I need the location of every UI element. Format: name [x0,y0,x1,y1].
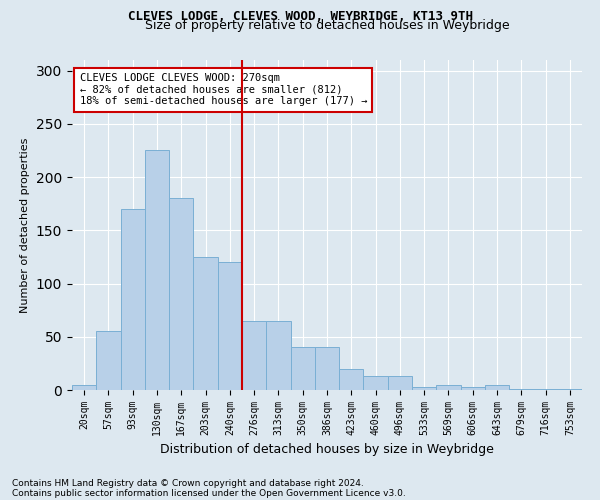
Bar [436,384,461,390]
Bar [461,387,485,390]
Bar [558,389,582,390]
Bar [339,368,364,390]
Bar [412,387,436,390]
Y-axis label: Number of detached properties: Number of detached properties [20,138,31,312]
Bar [145,150,169,390]
Title: Size of property relative to detached houses in Weybridge: Size of property relative to detached ho… [145,20,509,32]
Bar [315,348,339,390]
Bar [364,376,388,390]
Bar [388,376,412,390]
Bar [266,321,290,390]
Text: Contains public sector information licensed under the Open Government Licence v3: Contains public sector information licen… [12,488,406,498]
Bar [242,321,266,390]
Text: CLEVES LODGE CLEVES WOOD: 270sqm
← 82% of detached houses are smaller (812)
18% : CLEVES LODGE CLEVES WOOD: 270sqm ← 82% o… [80,73,367,106]
Text: CLEVES LODGE, CLEVES WOOD, WEYBRIDGE, KT13 9TH: CLEVES LODGE, CLEVES WOOD, WEYBRIDGE, KT… [128,10,473,23]
Bar [193,257,218,390]
Bar [218,262,242,390]
Bar [509,389,533,390]
X-axis label: Distribution of detached houses by size in Weybridge: Distribution of detached houses by size … [160,444,494,456]
Bar [96,332,121,390]
Text: Contains HM Land Registry data © Crown copyright and database right 2024.: Contains HM Land Registry data © Crown c… [12,478,364,488]
Bar [169,198,193,390]
Bar [121,209,145,390]
Bar [533,389,558,390]
Bar [290,348,315,390]
Bar [72,384,96,390]
Bar [485,384,509,390]
